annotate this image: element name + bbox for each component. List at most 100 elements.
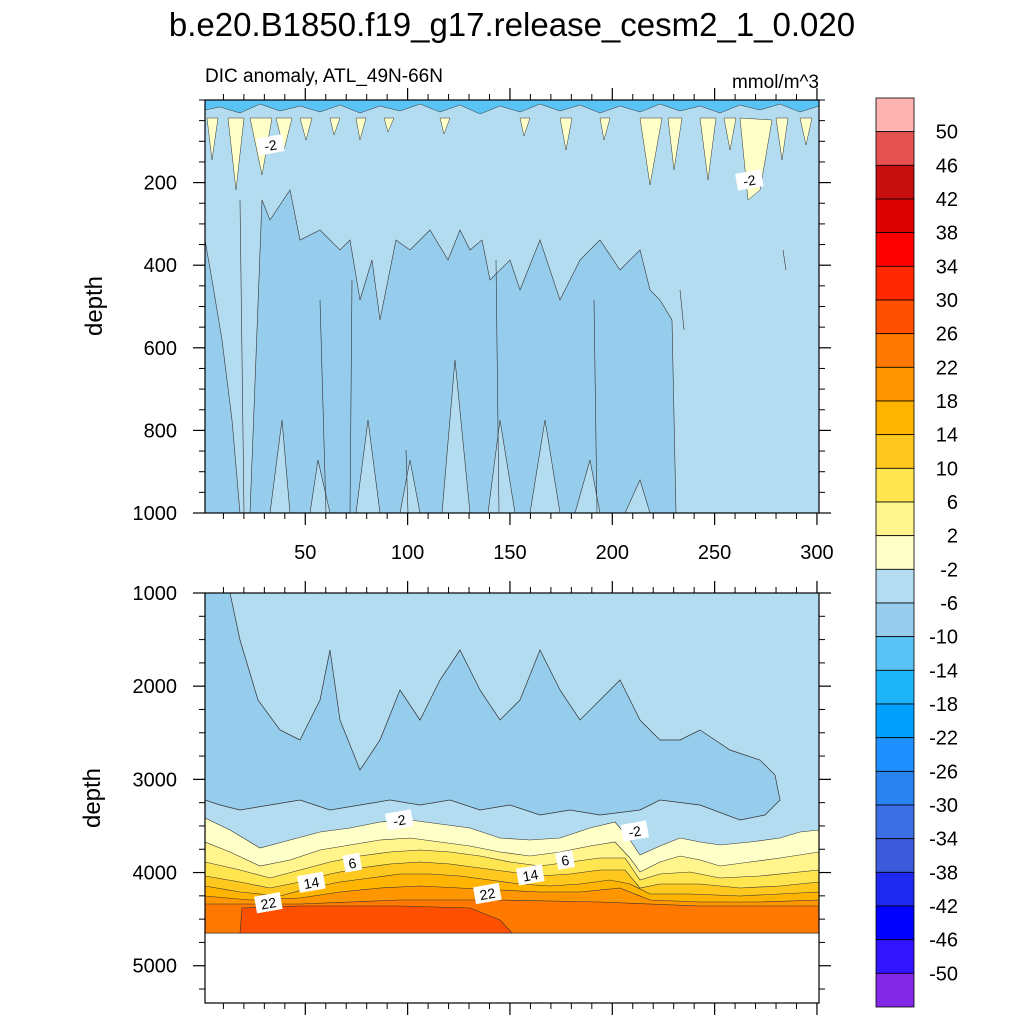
colorbar-swatch [875, 804, 915, 840]
colorbar-label: -38 [929, 862, 958, 884]
lower-contour-label: 6 [342, 852, 363, 873]
contour-label-text: -2 [263, 136, 278, 154]
colorbar-swatch [875, 366, 915, 402]
contour-label-box [473, 882, 502, 905]
upper-plot-area [205, 100, 819, 513]
lower-contour-label: 22 [473, 882, 502, 905]
lower-ytick-label: 2000 [133, 676, 178, 698]
colorbar-label: 26 [936, 324, 958, 346]
colorbar-swatch [875, 737, 915, 772]
colorbar-swatch [875, 467, 915, 503]
contour-label-box [254, 892, 283, 914]
figure-title: b.e20.B1850.f19_g17.release_cesm2_1_0.02… [169, 6, 855, 43]
lower-contour-label: -2 [620, 820, 649, 842]
lower-panel: -2 -2 6 6 14 14 22 22 1000 2000 3000 4000 5000 dept… [79, 581, 831, 1015]
upper-xtick-label: 300 [800, 542, 833, 564]
lower-ytick-label: 3000 [133, 769, 178, 791]
contour-label-box [342, 852, 363, 873]
colorbar-label: 42 [936, 189, 958, 211]
contour-label-text: 6 [560, 852, 571, 869]
colorbar-label: -14 [929, 660, 958, 682]
lower-ytick-label: 5000 [133, 956, 178, 978]
upper-xtick-label: 150 [493, 542, 526, 564]
colorbar-swatch [875, 939, 915, 974]
colorbar-swatch [875, 164, 915, 200]
contour-label-box [620, 820, 649, 842]
colorbar-label: -46 [929, 930, 958, 952]
contour-label-box [256, 134, 285, 156]
colorbar-swatch [875, 602, 915, 638]
lower-plot-frame [204, 592, 820, 1004]
upper-band-minus10-b [249, 189, 677, 513]
colorbar-swatch [875, 501, 915, 537]
lower-ylabel: depth [79, 768, 106, 828]
upper-contour-label: -2 [735, 169, 764, 191]
contour-label-text: -2 [392, 811, 407, 829]
colorbar-label: 38 [936, 223, 958, 245]
colorbar-swatch [875, 265, 915, 301]
contour-label-text: 6 [347, 855, 358, 872]
upper-axes: 200 400 600 800 1000 50 100 150 200 250 300 [133, 88, 834, 564]
upper-xtick-label: 50 [294, 542, 316, 564]
colorbar-label: -50 [929, 963, 958, 985]
contour-label-box [385, 809, 414, 831]
colorbar-label: 50 [936, 122, 958, 144]
lower-ytick-label: 1000 [133, 583, 178, 605]
upper-ytick-label: 800 [144, 420, 177, 442]
colorbar-swatch [875, 400, 915, 436]
contour-label-text: -2 [627, 823, 642, 841]
lower-ytick-label: 4000 [133, 863, 178, 885]
upper-contour-label: -2 [256, 134, 285, 156]
contour-label-text: 22 [478, 885, 496, 903]
lower-contour-label: 14 [516, 864, 545, 886]
colorbar-label: 2 [947, 526, 958, 548]
colorbar-swatch [875, 535, 915, 570]
upper-subtitle-right: mmol/m^3 [732, 72, 819, 93]
colorbar-label: -26 [929, 761, 958, 783]
colorbar-label: 34 [936, 256, 958, 278]
colorbar-label: -34 [929, 829, 958, 851]
upper-xtick-label: 200 [596, 542, 629, 564]
contour-label-box [555, 850, 575, 870]
colorbar-label: 18 [936, 391, 958, 413]
colorbar-label: 46 [936, 155, 958, 177]
colorbar-label: 14 [936, 425, 958, 447]
contour-label-text: 14 [521, 866, 539, 884]
upper-xtick-label: 100 [391, 542, 424, 564]
colorbar-swatch [875, 299, 915, 335]
colorbar-label: 10 [936, 458, 958, 480]
upper-contour-labels: -2 -2 [256, 134, 764, 191]
colorbar-swatch [875, 131, 915, 166]
colorbar-label: 6 [947, 492, 958, 514]
colorbar-swatch [875, 972, 915, 1008]
colorbar-swatch [875, 232, 915, 267]
upper-ytick-label: 400 [144, 255, 177, 277]
lower-contour-label: 14 [297, 871, 326, 893]
colorbar-label: 22 [936, 357, 958, 379]
upper-band-minus10-a [205, 239, 241, 513]
colorbar-label: -42 [929, 896, 958, 918]
lower-axes: 1000 2000 3000 4000 5000 [133, 581, 831, 1015]
colorbar-label: -10 [929, 627, 958, 649]
upper-ytick-label: 600 [144, 338, 177, 360]
contour-label-text: 22 [259, 894, 277, 912]
upper-ytick-label: 1000 [133, 503, 178, 525]
lower-contour-label: 6 [555, 850, 575, 870]
upper-panel: DIC anomaly, ATL_49N-66N mmol/m^3 [81, 66, 834, 564]
contour-label-text: 14 [302, 874, 320, 892]
lower-contour-label: -2 [385, 809, 414, 831]
upper-contour-lines [239, 199, 787, 513]
colorbar-swatch [875, 905, 915, 941]
colorbar-label: -30 [929, 795, 958, 817]
upper-ytick-label: 200 [144, 173, 177, 195]
upper-band-minus14 [205, 100, 819, 115]
lower-plot-area [205, 593, 819, 934]
upper-xtick-label: 250 [698, 542, 731, 564]
colorbar-swatch [875, 198, 915, 234]
colorbar-label: -6 [940, 593, 958, 615]
colorbar-swatch [875, 434, 915, 469]
colorbar-label: -18 [929, 694, 958, 716]
colorbar-swatch [875, 703, 915, 739]
colorbar-swatch [875, 871, 915, 907]
